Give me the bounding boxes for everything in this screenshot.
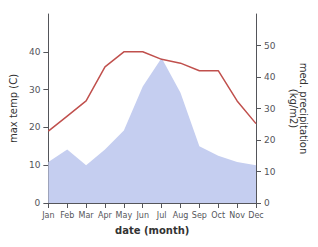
- svg-text:Aug: Aug: [173, 211, 189, 220]
- svg-text:May: May: [116, 211, 133, 220]
- svg-text:max temp (C): max temp (C): [8, 74, 19, 143]
- svg-text:Dec: Dec: [248, 211, 263, 220]
- svg-text:Oct: Oct: [211, 211, 225, 220]
- svg-text:Mar: Mar: [79, 211, 95, 220]
- svg-text:Feb: Feb: [60, 211, 74, 220]
- svg-text:30: 30: [264, 104, 276, 114]
- svg-text:Jan: Jan: [41, 211, 54, 220]
- svg-text:Sep: Sep: [192, 211, 207, 220]
- svg-text:10: 10: [29, 160, 41, 170]
- svg-text:20: 20: [29, 122, 41, 132]
- svg-text:0: 0: [264, 198, 270, 208]
- svg-text:0: 0: [35, 198, 41, 208]
- svg-text:med. precipitation: med. precipitation: [297, 62, 309, 155]
- svg-text:30: 30: [29, 85, 41, 95]
- svg-text:50: 50: [264, 41, 276, 51]
- svg-text:Apr: Apr: [98, 211, 113, 220]
- svg-text:(kg/m2): (kg/m2): [288, 89, 299, 129]
- svg-text:40: 40: [29, 47, 41, 57]
- svg-text:Nov: Nov: [229, 211, 245, 220]
- svg-text:10: 10: [264, 167, 276, 177]
- svg-text:Jun: Jun: [135, 211, 149, 220]
- svg-text:40: 40: [264, 72, 276, 82]
- svg-text:date (month): date (month): [115, 225, 189, 236]
- svg-text:20: 20: [264, 135, 276, 145]
- svg-text:Jul: Jul: [156, 211, 167, 220]
